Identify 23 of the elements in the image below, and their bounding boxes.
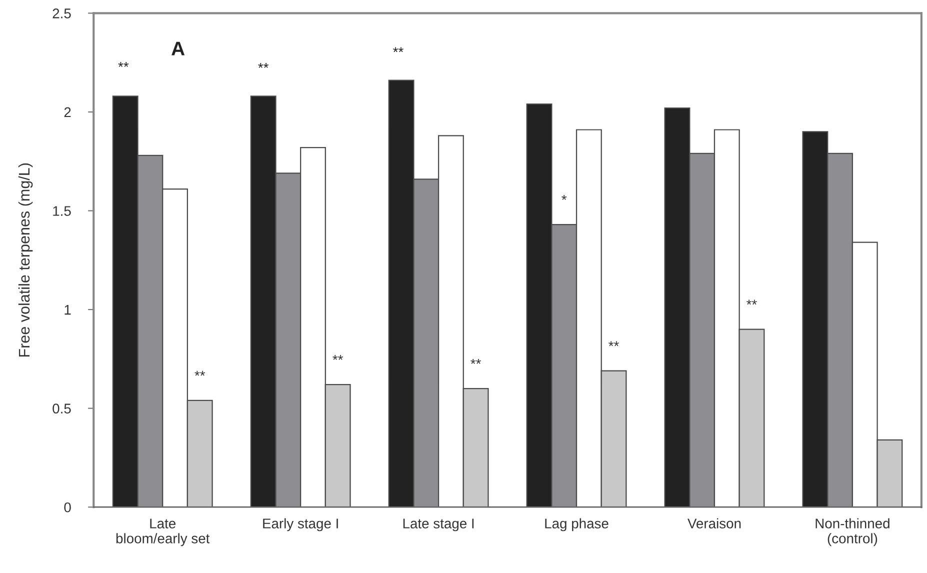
annotation: ** (746, 300, 757, 305)
y-tick-label: 2.5 (52, 8, 71, 18)
annotation: ** (194, 370, 206, 376)
annotation: ** (332, 355, 344, 360)
y-tick-label: 1.5 (53, 206, 71, 216)
x-tick-label: Late stage I (403, 518, 474, 532)
x-tick-label: Lag phase (545, 518, 608, 532)
annotation: ** (258, 63, 269, 68)
y-tick-label: 1 (64, 305, 71, 315)
x-tick-label: Veraison (688, 518, 741, 528)
x-tick-label: Non-thinned (control) (816, 518, 890, 546)
annotation: A (172, 42, 185, 56)
annotation: ** (393, 47, 404, 52)
x-tick-label: Late bloom/early set (116, 518, 210, 546)
y-tick-label: 2 (64, 107, 71, 117)
y-tick-label: 0 (64, 502, 71, 512)
annotation: ** (118, 62, 129, 67)
annotation: * (562, 195, 567, 200)
annotation: ** (470, 358, 481, 364)
x-tick-label: Early stage I (263, 518, 338, 532)
y-tick-label: 0.5 (52, 404, 71, 414)
annotation: ** (608, 341, 619, 346)
y-axis-title: Free volatile terpenes (mg/L) (18, 163, 33, 357)
